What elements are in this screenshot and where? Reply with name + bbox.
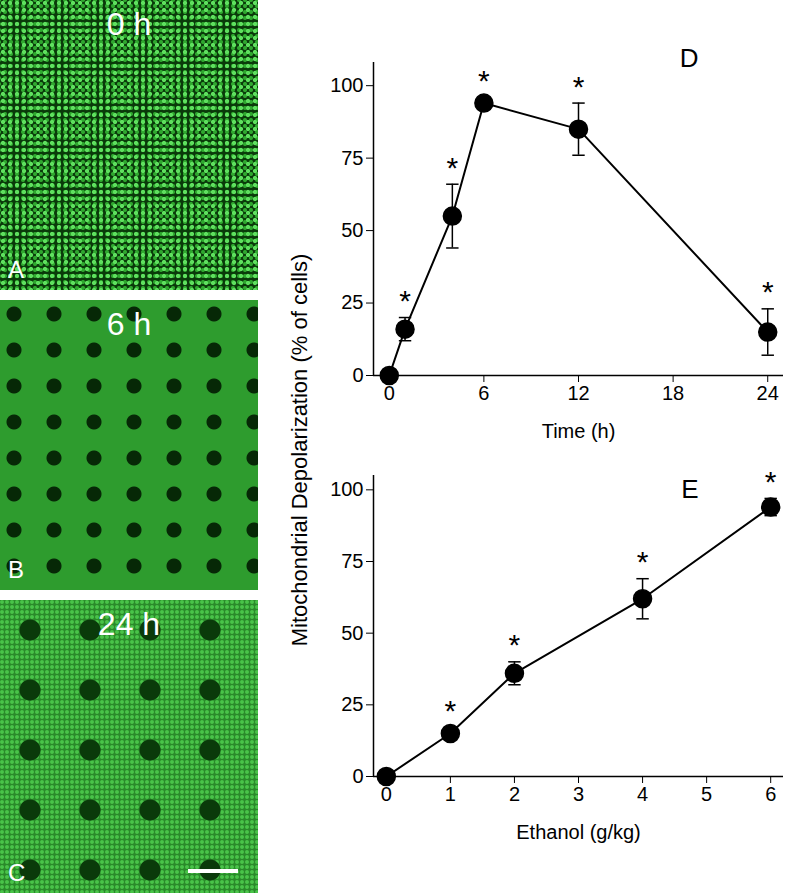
- svg-text:D: D: [680, 43, 699, 73]
- svg-text:*: *: [637, 545, 649, 578]
- svg-text:2: 2: [509, 783, 520, 805]
- svg-text:100: 100: [330, 478, 363, 500]
- html-text:B: B: [8, 556, 24, 583]
- svg-text:*: *: [447, 151, 459, 184]
- svg-text:*: *: [445, 694, 457, 727]
- svg-text:*: *: [573, 70, 585, 103]
- svg-text:100: 100: [330, 74, 363, 96]
- svg-text:3: 3: [573, 783, 584, 805]
- svg-text:*: *: [765, 465, 777, 498]
- svg-text:5: 5: [701, 783, 712, 805]
- html-text:C: C: [8, 859, 26, 886]
- svg-text:75: 75: [341, 550, 363, 572]
- svg-text:*: *: [762, 275, 774, 308]
- html-text:A: A: [8, 256, 24, 283]
- svg-text:0: 0: [383, 381, 395, 404]
- svg-text:*: *: [399, 284, 411, 317]
- svg-text:*: *: [509, 628, 521, 661]
- html-text:Mitochondrial Depolarization (: Mitochondrial Depolarization (% of cells…: [287, 253, 312, 647]
- svg-text:E: E: [681, 474, 698, 504]
- svg-text:1: 1: [445, 783, 456, 805]
- html-text:6 h: 6 h: [106, 306, 152, 342]
- svg-text:75: 75: [341, 147, 363, 169]
- svg-text:25: 25: [341, 693, 363, 715]
- svg-text:12: 12: [567, 382, 589, 404]
- html-text:24 h: 24 h: [97, 606, 161, 642]
- svg-text:50: 50: [341, 219, 363, 241]
- html-text:0 h: 0 h: [106, 6, 152, 42]
- svg-text:50: 50: [341, 622, 363, 644]
- svg-text:0: 0: [352, 765, 363, 787]
- svg-text:0: 0: [380, 782, 392, 805]
- svg-text:*: *: [478, 64, 490, 97]
- svg-text:6: 6: [765, 783, 776, 805]
- svg-text:18: 18: [662, 382, 684, 404]
- svg-text:0: 0: [352, 364, 363, 386]
- svg-text:Ethanol (g/kg): Ethanol (g/kg): [516, 821, 641, 843]
- svg-text:25: 25: [341, 291, 363, 313]
- svg-text:24: 24: [757, 382, 779, 404]
- svg-text:4: 4: [637, 783, 648, 805]
- svg-text:Time (h): Time (h): [542, 420, 616, 442]
- svg-text:6: 6: [478, 382, 489, 404]
